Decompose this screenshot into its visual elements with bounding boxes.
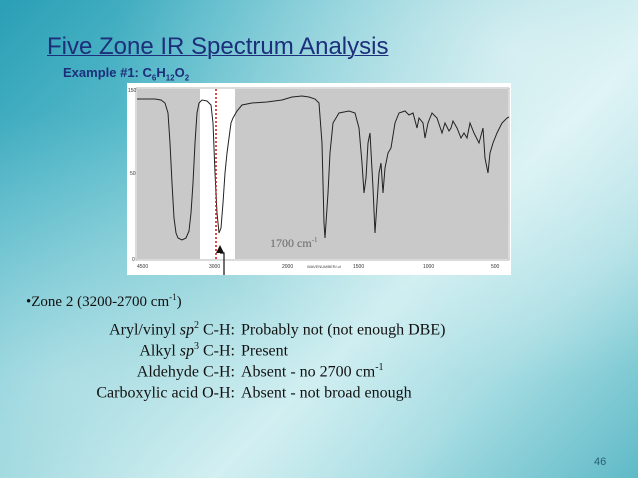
x-tick-1500: 1500 xyxy=(353,264,364,270)
zone-row-value: Absent - no 2700 cm-1 xyxy=(241,362,384,381)
row-label-pre: Aryl/vinyl xyxy=(109,321,180,339)
ir-spectrum-svg: 150 50 0 4500 3000 2000 1500 1000 500 WA… xyxy=(128,87,510,338)
x-tick-3000: 3000 xyxy=(209,264,220,270)
annotation-sup: -1 xyxy=(311,236,318,244)
zone-row-value: Present xyxy=(241,341,288,360)
annotation-text: 1700 cm xyxy=(270,236,312,250)
x-axis-label: WAVENUMBER/-cl xyxy=(307,264,341,269)
row-label-post: C-H: xyxy=(199,342,235,360)
zone-sup: -1 xyxy=(169,292,177,302)
row-value-sup: -1 xyxy=(375,362,384,373)
x-tick-500: 500 xyxy=(491,264,500,270)
row-value-text: Absent - not broad enough xyxy=(241,384,412,402)
x-tick-1000: 1000 xyxy=(423,264,434,270)
zone-row-label: Carboxylic acid O-H: xyxy=(96,383,235,402)
row-label-post: C-H: xyxy=(199,321,235,339)
formula-sub-c: 6 xyxy=(151,73,157,83)
row-label-italic: sp xyxy=(179,321,194,339)
subtitle-prefix: Example #1: C xyxy=(63,65,152,80)
row-label-italic: sp xyxy=(179,342,194,360)
formula-o: O xyxy=(174,65,185,80)
y-tick-50: 50 xyxy=(130,171,136,177)
zone-row-label: Aldehyde C-H: xyxy=(137,362,235,381)
shaded-region-right xyxy=(235,89,508,259)
formula-sub-h: 12 xyxy=(165,73,175,83)
page-number: 46 xyxy=(594,456,607,468)
zone-row-value: Absent - not broad enough xyxy=(241,383,412,402)
slide-title: Five Zone IR Spectrum Analysis xyxy=(47,33,389,60)
row-value-text: Probably not (not enough DBE) xyxy=(241,321,446,339)
formula-sub-o: 2 xyxy=(184,73,190,83)
zone-row-value: Probably not (not enough DBE) xyxy=(241,320,445,339)
zone-row-label: Alkyl sp3 C-H: xyxy=(139,341,235,360)
row-value-text: Absent - no 2700 cm xyxy=(241,363,376,381)
row-value-text: Present xyxy=(241,342,289,360)
row-label-sup: 3 xyxy=(194,341,199,352)
row-label-pre: Carboxylic acid O-H: xyxy=(96,384,235,402)
x-tick-4500: 4500 xyxy=(137,264,148,270)
row-label-pre: Alkyl xyxy=(139,342,180,360)
zone-heading: •Zone 2 (3200-2700 cm-1) xyxy=(26,292,182,311)
row-label-pre: Aldehyde C-H: xyxy=(136,363,235,381)
x-tick-2000: 2000 xyxy=(282,264,293,270)
row-label-sup: 2 xyxy=(194,320,199,331)
zone-suffix: ) xyxy=(176,294,182,310)
zone-prefix: •Zone 2 (3200-2700 cm xyxy=(26,294,170,310)
zone-row-label: Aryl/vinyl sp2 C-H: xyxy=(109,320,235,339)
annotation-1700: 1700 cm-1 xyxy=(270,236,318,251)
formula-h: H xyxy=(156,65,166,80)
ir-spectrum: 150 50 0 4500 3000 2000 1500 1000 500 WA… xyxy=(127,83,511,338)
slide-subtitle: Example #1: C6H12O2 xyxy=(63,65,189,83)
y-tick-0: 0 xyxy=(132,257,135,263)
y-tick-150: 150 xyxy=(128,88,137,94)
pointer-arrowhead xyxy=(216,245,224,253)
spectrum-trace xyxy=(137,95,510,241)
